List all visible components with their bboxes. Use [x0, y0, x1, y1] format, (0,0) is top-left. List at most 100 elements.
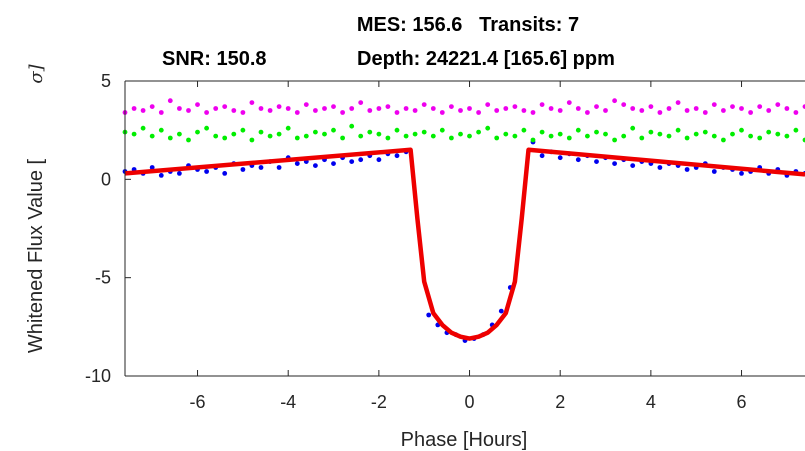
- axes-layer: -6 -4 -2 0 2 4 6 -10 -5 0 5: [85, 71, 805, 412]
- data-point-even: [303, 102, 309, 107]
- data-point-even: [648, 104, 654, 109]
- data-point-even: [802, 104, 805, 109]
- data-point-even: [231, 108, 237, 113]
- data-point-odd: [222, 135, 228, 141]
- data-point-even: [367, 108, 373, 113]
- y-axis-unit: σ]: [26, 63, 47, 83]
- data-point-odd: [249, 137, 255, 143]
- data-point-data: [684, 167, 690, 172]
- y-tick-label: 0: [101, 169, 111, 189]
- data-point-odd: [802, 137, 805, 143]
- data-point-odd: [648, 129, 654, 135]
- data-point-even: [548, 106, 554, 111]
- data-point-odd: [521, 127, 527, 133]
- data-point-data: [258, 165, 264, 170]
- data-point-odd: [322, 131, 327, 137]
- data-point-data: [222, 171, 228, 176]
- data-point-odd: [313, 129, 318, 135]
- plot-background: [125, 81, 805, 376]
- data-point-odd: [258, 129, 264, 135]
- data-point-data: [657, 165, 663, 170]
- data-point-even: [739, 106, 744, 111]
- model-fit-line: [124, 147, 805, 341]
- data-point-odd: [367, 129, 373, 135]
- data-point-odd: [340, 135, 345, 141]
- data-point-odd: [730, 131, 735, 137]
- data-point-odd: [657, 131, 663, 137]
- data-point-odd: [167, 135, 173, 141]
- series-even: [122, 98, 805, 115]
- data-point-odd: [566, 135, 572, 141]
- data-point-odd: [349, 123, 355, 129]
- data-point-odd: [285, 125, 291, 131]
- data-point-even: [594, 104, 599, 109]
- data-point-odd: [358, 133, 364, 139]
- x-tick-label: 2: [555, 392, 565, 412]
- data-point-data: [630, 163, 636, 169]
- data-point-odd: [449, 135, 454, 141]
- data-point-odd: [766, 129, 772, 135]
- data-point-data: [557, 155, 563, 161]
- data-point-even: [485, 102, 491, 107]
- x-tick-label: 0: [465, 392, 475, 412]
- data-point-even: [612, 98, 617, 104]
- data-point-even: [557, 108, 563, 113]
- data-point-odd: [394, 127, 400, 133]
- data-point-even: [249, 100, 255, 105]
- data-point-even: [711, 102, 717, 107]
- data-point-even: [494, 108, 500, 113]
- data-point-odd: [458, 131, 463, 137]
- data-point-odd: [385, 135, 391, 141]
- data-point-even: [204, 110, 210, 115]
- data-point-odd: [476, 129, 481, 135]
- data-point-odd: [594, 129, 599, 135]
- data-point-even: [721, 108, 726, 113]
- x-tick-label: 6: [737, 392, 747, 412]
- data-point-odd: [784, 133, 790, 139]
- data-point-even: [186, 108, 191, 113]
- data-point-data: [313, 163, 318, 169]
- data-point-odd: [204, 125, 210, 131]
- data-point-odd: [639, 135, 645, 141]
- data-point-even: [575, 106, 581, 111]
- data-point-data: [426, 312, 432, 318]
- x-tick-label: 4: [646, 392, 656, 412]
- data-point-data: [739, 171, 744, 176]
- data-point-data: [177, 171, 182, 176]
- model-layer: [124, 147, 805, 341]
- data-point-even: [449, 104, 454, 109]
- data-point-even: [149, 104, 155, 109]
- data-point-odd: [684, 135, 690, 141]
- y-axis-label-group: Whitened Flux Value [ σ]: [25, 63, 47, 353]
- data-point-odd: [412, 131, 418, 137]
- data-point-even: [267, 108, 273, 113]
- data-point-odd: [195, 129, 200, 135]
- data-point-odd: [739, 127, 744, 133]
- series-layer: [122, 98, 805, 343]
- data-point-even: [521, 108, 527, 113]
- data-point-even: [684, 108, 690, 113]
- data-point-even: [331, 104, 336, 109]
- data-point-even: [385, 104, 391, 109]
- data-point-odd: [793, 127, 799, 133]
- data-point-even: [195, 102, 200, 107]
- data-point-even: [313, 108, 318, 113]
- data-point-odd: [177, 131, 182, 137]
- data-point-odd: [240, 127, 246, 133]
- x-tick-label: -4: [280, 392, 296, 412]
- data-point-odd: [539, 129, 545, 135]
- data-point-odd: [131, 131, 137, 137]
- x-tick-label: -2: [371, 392, 387, 412]
- data-point-data: [158, 173, 164, 178]
- data-point-odd: [213, 133, 219, 139]
- data-point-even: [394, 110, 400, 115]
- data-point-even: [757, 104, 763, 109]
- data-point-even: [630, 106, 636, 111]
- data-point-odd: [711, 133, 717, 139]
- data-point-odd: [693, 131, 699, 137]
- data-point-odd: [557, 131, 563, 137]
- data-point-even: [775, 102, 781, 107]
- data-point-even: [349, 106, 355, 111]
- x-axis-label: Phase [Hours]: [401, 429, 528, 451]
